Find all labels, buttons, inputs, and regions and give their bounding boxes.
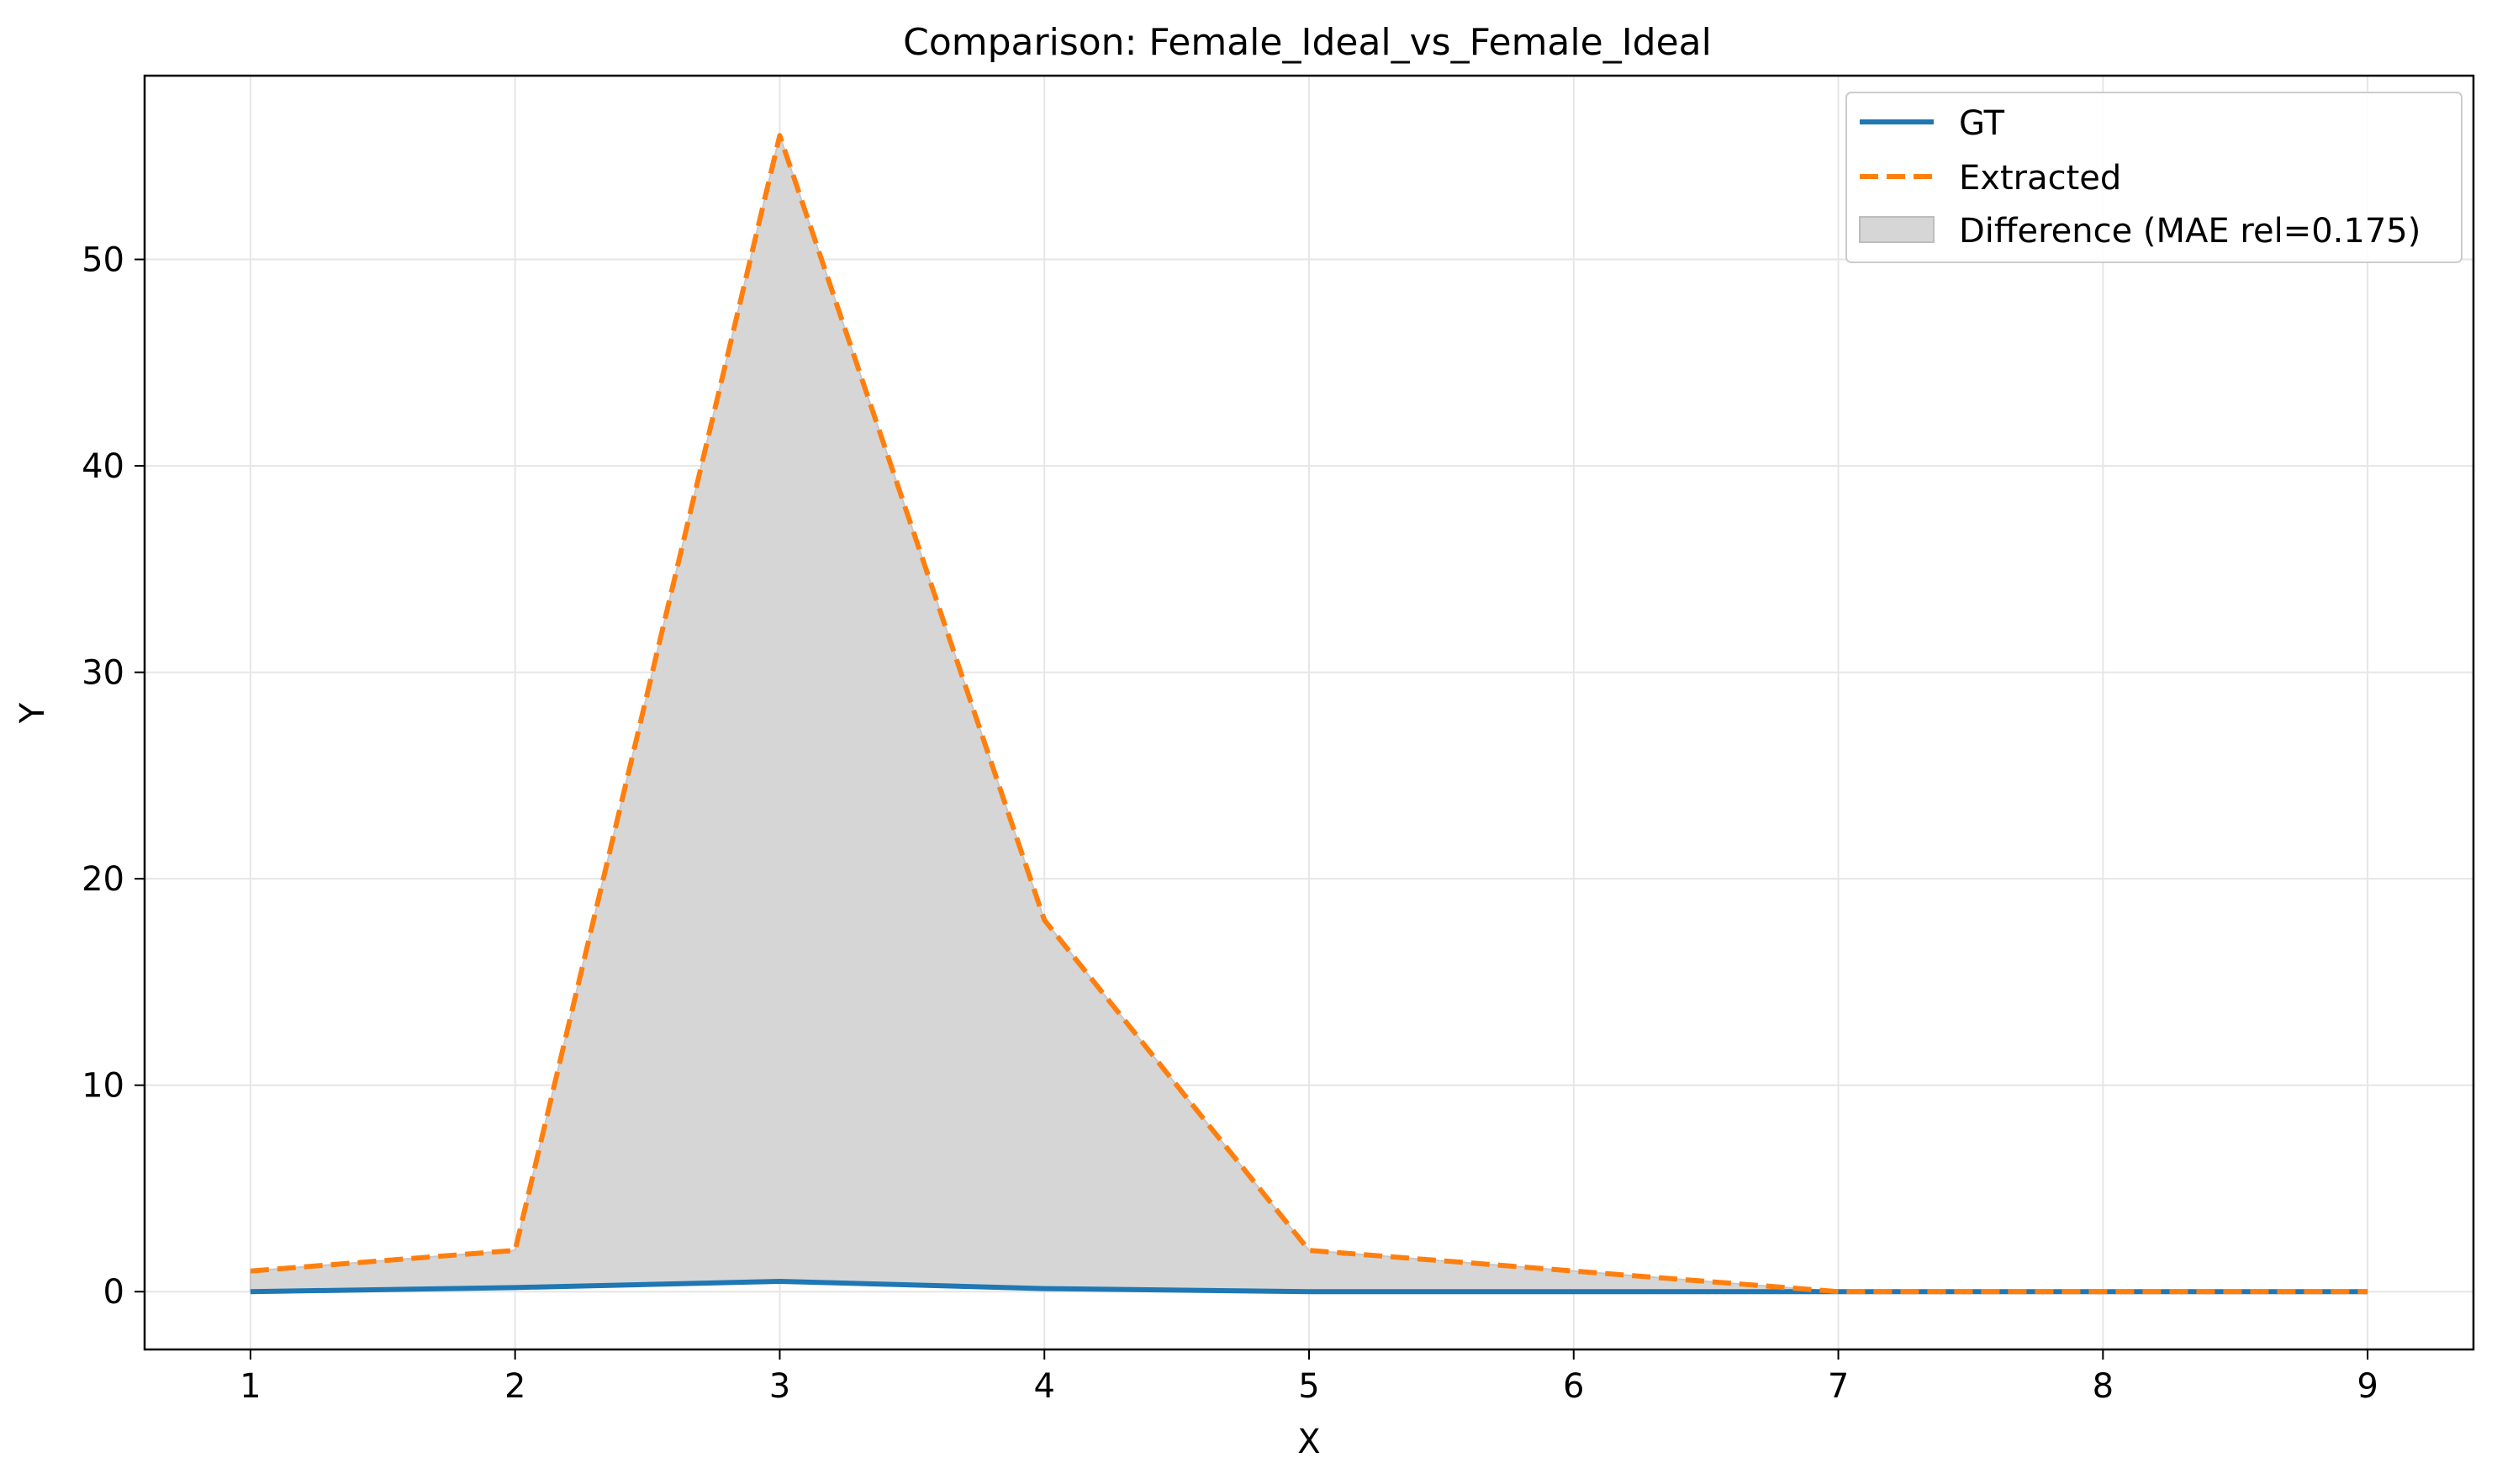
x-axis-label: X <box>1297 1423 1320 1461</box>
x-tick-label: 3 <box>769 1367 790 1406</box>
x-ticks: 1 2 3 4 5 6 7 8 9 <box>240 1349 2378 1406</box>
series-extracted-line <box>250 133 2368 1295</box>
x-tick-label: 6 <box>1563 1367 1584 1406</box>
y-tick-label: 50 <box>82 241 124 280</box>
legend-frame <box>1845 92 2463 263</box>
legend-difference-label: Difference (MAE rel=0.175) <box>1959 212 2420 251</box>
legend-difference-swatch <box>1859 216 1935 243</box>
y-tick-label: 30 <box>82 654 124 693</box>
x-tick-label: 5 <box>1298 1367 1319 1406</box>
x-tick-label: 2 <box>504 1367 525 1406</box>
x-tick-label: 8 <box>2093 1367 2114 1406</box>
y-tick-label: 0 <box>103 1273 124 1312</box>
legend-gt-label: GT <box>1959 104 2005 143</box>
x-tick-label: 1 <box>240 1367 261 1406</box>
legend-extracted-label: Extracted <box>1959 159 2121 198</box>
legend: GT Extracted Difference (MAE rel=0.175) <box>1845 92 2463 263</box>
y-tick-label: 40 <box>82 447 124 486</box>
x-tick-label: 7 <box>1828 1367 1849 1406</box>
x-tick-label: 9 <box>2357 1367 2378 1406</box>
series-lines <box>250 133 2368 1295</box>
x-tick-label: 4 <box>1034 1367 1055 1406</box>
chart-title: Comparison: Female_Ideal_vs_Female_Ideal <box>903 21 1712 64</box>
y-axis-label: Y <box>13 702 52 724</box>
y-tick-label: 10 <box>82 1067 124 1106</box>
y-ticks: 0 10 20 30 40 50 <box>82 241 145 1312</box>
y-tick-label: 20 <box>82 860 124 899</box>
